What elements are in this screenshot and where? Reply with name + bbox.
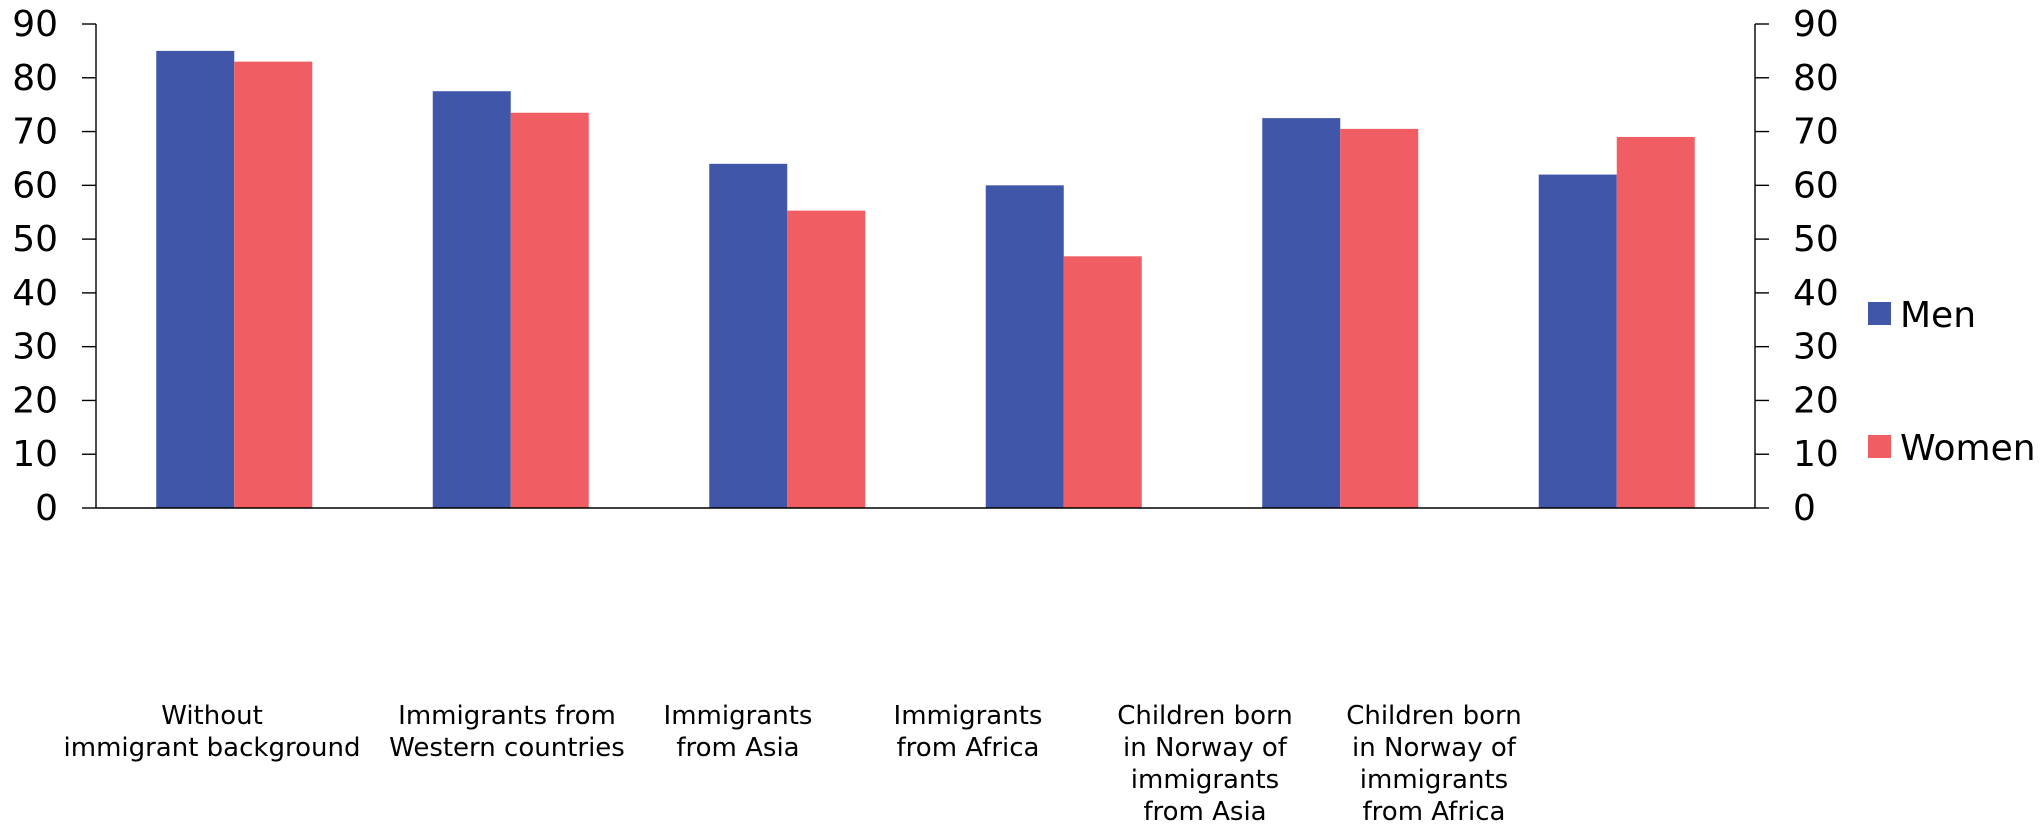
bars-layer (156, 50, 1695, 509)
x-category-label: Immigrants (664, 701, 813, 731)
legend-label-men: Men (1900, 295, 1976, 336)
x-category-label: Children born (1346, 701, 1522, 731)
y-tick-label-left: 80 (12, 58, 58, 99)
y-tick-label-right: 50 (1793, 219, 1839, 260)
y-tick-label-right: 90 (1793, 4, 1839, 45)
legend-swatch-women (1868, 435, 1891, 458)
axes-layer: 0 0 10 10 20 20 30 30 40 40 50 50 60 60 70 70 80 80 90 90 (12, 4, 1839, 529)
y-tick-label-left: 30 (12, 327, 58, 368)
x-category-label: Immigrants from (398, 701, 616, 731)
bar-men-0 (156, 50, 235, 509)
y-tick-label-left: 60 (12, 165, 58, 206)
y-tick-label-left: 0 (35, 488, 58, 529)
y-tick-label-right: 10 (1793, 434, 1839, 475)
bar-men-3 (985, 185, 1064, 509)
x-category-label: from Africa (897, 733, 1040, 763)
x-category-label: from Asia (676, 733, 799, 763)
y-tick-label-left: 70 (12, 112, 58, 153)
y-tick-label-right: 70 (1793, 112, 1839, 153)
y-tick-label-left: 10 (12, 434, 58, 475)
x-category-label: Immigrants (894, 701, 1043, 731)
y-tick-label-right: 40 (1793, 273, 1839, 314)
bar-women-2 (787, 210, 866, 508)
legend: Men Women (1868, 295, 2036, 469)
y-tick-label-right: 60 (1793, 165, 1839, 206)
bar-women-0 (234, 61, 313, 509)
bar-men-4 (1262, 118, 1341, 508)
bar-men-2 (709, 163, 788, 509)
x-category-label: in Norway of (1123, 733, 1288, 763)
x-category-label: immigrants (1360, 765, 1508, 795)
x-category-label: immigrants (1131, 765, 1279, 795)
bar-women-3 (1063, 256, 1142, 508)
y-tick-label-left: 50 (12, 219, 58, 260)
bar-men-1 (432, 91, 511, 508)
x-category-label: Children born (1117, 701, 1293, 731)
x-category-label: in Norway of (1352, 733, 1517, 763)
y-tick-label-left: 40 (12, 273, 58, 314)
y-tick-label-left: 20 (12, 380, 58, 421)
x-category-label: Western countries (389, 733, 625, 763)
x-category-label: from Africa (1363, 797, 1506, 825)
y-tick-label-right: 0 (1793, 488, 1816, 529)
y-tick-label-right: 20 (1793, 380, 1839, 421)
y-tick-label-right: 80 (1793, 58, 1839, 99)
bar-men-5 (1538, 174, 1617, 509)
x-category-label: Without (161, 701, 263, 731)
legend-label-women: Women (1900, 428, 2036, 469)
x-category-label: from Asia (1143, 797, 1266, 825)
bar-women-1 (510, 112, 589, 508)
x-category-label: immigrant background (64, 733, 361, 763)
bar-women-4 (1340, 128, 1419, 508)
y-tick-label-right: 30 (1793, 327, 1839, 368)
bar-women-5 (1616, 136, 1695, 508)
y-tick-label-left: 90 (12, 4, 58, 45)
legend-swatch-men (1868, 302, 1891, 325)
